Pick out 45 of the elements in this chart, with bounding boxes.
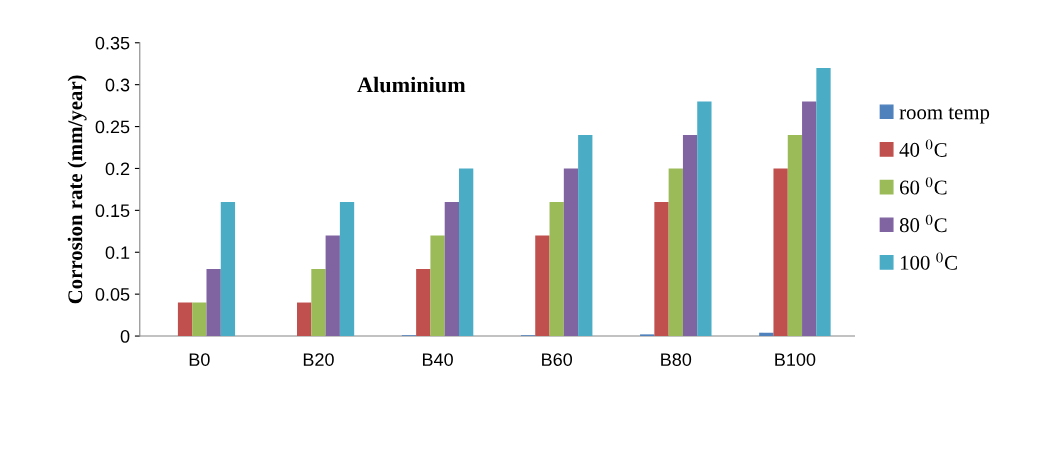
legend-label: 80 $^{0}$C	[899, 214, 947, 233]
text: Aluminium	[357, 76, 466, 93]
legend-label: 100 $^{0}$C	[900, 252, 957, 270]
bar	[563, 168, 579, 337]
bar	[697, 101, 712, 337]
y-tick-label: 0.2	[105, 162, 130, 176]
bar	[297, 302, 312, 337]
bar	[444, 201, 460, 337]
x-tick-label: B20	[303, 353, 334, 366]
bar	[668, 168, 683, 337]
bar	[192, 302, 207, 337]
bar	[220, 201, 236, 337]
y-tick-label: 0.35	[95, 36, 130, 50]
x-tick-label: B100	[775, 353, 816, 366]
legend-label: 60 $^{0}$C	[900, 177, 947, 195]
bar	[802, 101, 817, 337]
y-tick-label: 0.05	[95, 288, 130, 301]
x-tick-label: B40	[422, 353, 453, 366]
x-tick-label: B0	[189, 353, 210, 366]
y-axis-title: Corrosion rate (mm/year)	[67, 75, 87, 304]
bar	[177, 302, 193, 337]
y-tick-label: 0.25	[95, 120, 130, 134]
y-tick-label: 0	[120, 329, 130, 343]
bar	[339, 201, 355, 337]
bar	[430, 235, 445, 337]
bar	[311, 269, 326, 337]
y-tick-label: 0.3	[105, 78, 130, 92]
x-tick-label: B80	[661, 353, 692, 366]
bar	[206, 269, 221, 337]
bar	[416, 269, 431, 337]
bar	[654, 201, 669, 337]
bar	[773, 168, 788, 337]
bar	[459, 168, 474, 337]
y-tick-label: 0.15	[95, 204, 130, 218]
y-tick-label: 0.1	[105, 246, 130, 259]
legend-label: 40 $^{0}$C	[899, 139, 947, 157]
x-tick-label: B60	[542, 353, 573, 366]
legend-label: room temp	[899, 107, 990, 124]
bar	[816, 67, 831, 337]
bar	[535, 235, 550, 337]
bar	[787, 134, 803, 337]
bar	[578, 134, 593, 337]
bar	[682, 134, 698, 337]
bar	[549, 201, 564, 337]
bar	[325, 235, 340, 337]
